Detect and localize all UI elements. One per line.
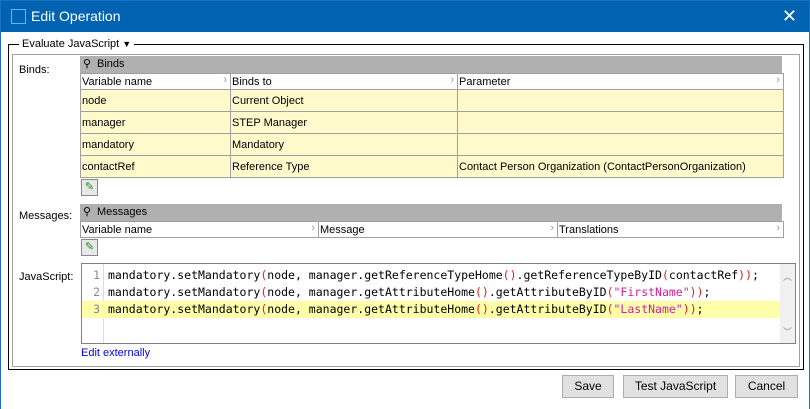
window-icon	[11, 9, 26, 24]
edit-messages-button[interactable]: ✎	[81, 239, 98, 256]
column-header[interactable]: Parameter ›	[457, 73, 784, 90]
messages-label: Messages:	[19, 210, 73, 222]
pin-icon[interactable]: ⚲	[83, 58, 92, 70]
messages-header: ⚲ Messages	[80, 204, 782, 221]
scroll-down-icon: ﹀	[782, 328, 792, 338]
pencil-icon: ✎	[84, 241, 95, 253]
vertical-scrollbar[interactable]: ︿ ﹀	[780, 264, 795, 343]
code-line[interactable]: 1 mandatory.setMandatory(node, manager.ge…	[93, 268, 759, 282]
table-row[interactable]: mandatory Mandatory	[80, 133, 784, 156]
code-line[interactable]: 2 mandatory.setMandatory(node, manager.ge…	[93, 285, 711, 299]
code-line[interactable]: 3 mandatory.setMandatory(node, manager.ge…	[82, 301, 780, 318]
group-dropdown[interactable]: Evaluate JavaScript ▼	[19, 38, 135, 50]
window-title: Edit Operation	[31, 8, 121, 24]
chevron-down-icon: ▼	[122, 39, 132, 49]
column-header[interactable]: Binds to ›	[230, 73, 458, 90]
column-header[interactable]: Message ›	[318, 221, 558, 238]
scroll-up-icon: ︿	[782, 273, 792, 283]
evaluate-javascript-group: Evaluate JavaScript ▼ Binds: ⚲ Binds Vari…	[8, 38, 804, 370]
pencil-icon: ✎	[84, 181, 95, 193]
column-header[interactable]: Translations ›	[557, 221, 784, 238]
table-row[interactable]: node Current Object	[80, 89, 784, 112]
javascript-editor[interactable]: 1 mandatory.setMandatory(node, manager.ge…	[81, 263, 796, 344]
column-header[interactable]: Variable name ›	[80, 73, 231, 90]
messages-table: Variable name › Message › Translations ›	[80, 221, 784, 238]
save-button[interactable]: Save	[562, 375, 614, 398]
column-header[interactable]: Variable name ›	[80, 221, 319, 238]
close-icon[interactable]: ✕	[781, 6, 797, 26]
binds-label: Binds:	[19, 64, 50, 76]
title-bar: Edit Operation ✕	[1, 1, 809, 32]
table-row[interactable]: contactRef Reference Type Contact Person O…	[80, 155, 784, 178]
edit-externally-link[interactable]: Edit externally	[81, 347, 151, 359]
pin-icon[interactable]: ⚲	[83, 206, 92, 218]
table-row[interactable]: manager STEP Manager	[80, 111, 784, 134]
group-label: Evaluate JavaScript	[22, 38, 120, 50]
binds-header: ⚲ Binds	[80, 56, 782, 73]
binds-table: Variable name › Binds to › Parameter › node…	[80, 73, 784, 178]
edit-binds-button[interactable]: ✎	[81, 179, 98, 196]
cancel-button[interactable]: Cancel	[735, 375, 798, 398]
javascript-label: JavaScript:	[19, 271, 74, 283]
test-javascript-button[interactable]: Test JavaScript	[623, 375, 728, 398]
